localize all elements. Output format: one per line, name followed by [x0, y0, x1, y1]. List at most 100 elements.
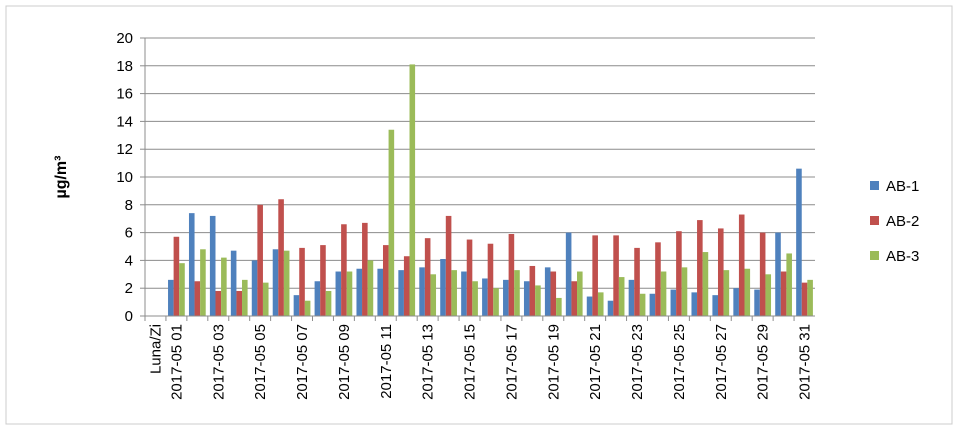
x-tick-label: 2017-05 09: [336, 324, 353, 400]
bar: [451, 270, 457, 316]
legend-swatch: [870, 251, 879, 260]
bar: [765, 274, 772, 316]
bar: [388, 129, 395, 316]
bar: [325, 290, 332, 316]
x-tick-label: 2017-05 01: [168, 324, 185, 400]
bar: [801, 282, 808, 316]
bar: [523, 281, 530, 316]
y-tick-label: 20: [116, 30, 133, 47]
bar: [535, 285, 541, 316]
bar: [461, 271, 467, 316]
x-tick-label: 2017-05 05: [252, 324, 269, 400]
y-tick-label: 18: [116, 58, 133, 75]
chart-frame: [5, 5, 953, 425]
bar: [194, 281, 201, 316]
bar: [712, 295, 718, 316]
bar: [430, 274, 437, 316]
bar: [487, 243, 494, 316]
bar: [639, 293, 646, 316]
bar: [759, 232, 766, 316]
bar: [482, 278, 488, 316]
legend-swatch: [870, 216, 879, 225]
y-tick-label: 4: [125, 252, 133, 269]
bar: [440, 259, 446, 316]
y-tick-label: 0: [125, 308, 133, 325]
bar: [786, 253, 792, 316]
bar: [780, 271, 787, 316]
bar: [242, 279, 248, 316]
bar: [236, 290, 243, 316]
bar: [221, 257, 227, 316]
legend-label: AB-1: [886, 178, 919, 195]
x-tick-label: 2017-05 19: [545, 324, 562, 400]
x-tick-label: 2017-05 23: [629, 324, 646, 400]
bar: [702, 252, 709, 316]
bar: [655, 242, 661, 316]
bar: [179, 263, 185, 316]
bar: [681, 267, 688, 316]
bar: [618, 277, 625, 316]
y-tick-label: 16: [116, 86, 133, 103]
bar: [367, 260, 374, 316]
bar: [272, 249, 279, 316]
bar: [660, 271, 667, 316]
bar: [188, 213, 195, 316]
bar: [382, 245, 389, 316]
bar: [445, 215, 452, 316]
bar: [556, 297, 562, 316]
y-axis-label: µg/m³: [53, 156, 70, 199]
bar: [597, 292, 604, 316]
y-tick-label: 10: [116, 169, 133, 186]
bar: [577, 271, 583, 316]
bar: [775, 232, 781, 316]
bar: [607, 300, 614, 316]
x-tick-label: 2017-05 25: [671, 324, 688, 400]
y-tick-label: 8: [125, 197, 133, 214]
x-tick-label: 2017-05 17: [503, 324, 520, 400]
bar: [544, 267, 551, 316]
x-tick-label: 2017-05 29: [755, 324, 772, 400]
x-tick-label: 2017-05 27: [713, 324, 730, 400]
bar: [565, 232, 572, 316]
bar: [676, 231, 682, 316]
bar: [697, 220, 703, 316]
bar: [628, 279, 635, 316]
legend-label: AB-3: [886, 248, 919, 265]
x-tick-label: 2017-05 11: [378, 324, 395, 399]
bar: [424, 238, 431, 316]
x-tick-label: 2017-05 03: [210, 324, 227, 400]
bar: [634, 247, 640, 316]
bar: [346, 271, 353, 316]
bar: [670, 289, 677, 316]
x-tick-label: 2017-05 13: [420, 324, 437, 400]
bar: [508, 233, 515, 316]
bar: [304, 300, 311, 316]
y-tick-label: 2: [125, 280, 133, 297]
bar: [754, 289, 760, 316]
bar: [571, 281, 578, 316]
bar: [403, 256, 410, 316]
bar: [262, 282, 269, 316]
bar: [744, 268, 751, 316]
legend-swatch: [870, 181, 879, 190]
bar: [362, 222, 368, 316]
x-tick-label: 2017-05 21: [587, 324, 604, 400]
bar: [215, 290, 222, 316]
bar: [320, 245, 326, 316]
bar: [466, 239, 473, 316]
bar: [586, 296, 593, 316]
bar: [314, 281, 321, 316]
bar: [691, 292, 698, 316]
bar: [514, 270, 520, 316]
y-tick-label: 12: [116, 141, 133, 158]
bar: [503, 279, 509, 316]
bar: [377, 268, 383, 316]
y-tick-label: 6: [125, 225, 133, 242]
bar: [173, 236, 180, 316]
bar: [398, 270, 404, 316]
bar: [299, 247, 305, 316]
bar: [168, 279, 174, 316]
y-tick-label: 14: [116, 113, 133, 130]
bar: [356, 268, 363, 316]
x-tick-label: Luna/Zi: [147, 324, 164, 374]
